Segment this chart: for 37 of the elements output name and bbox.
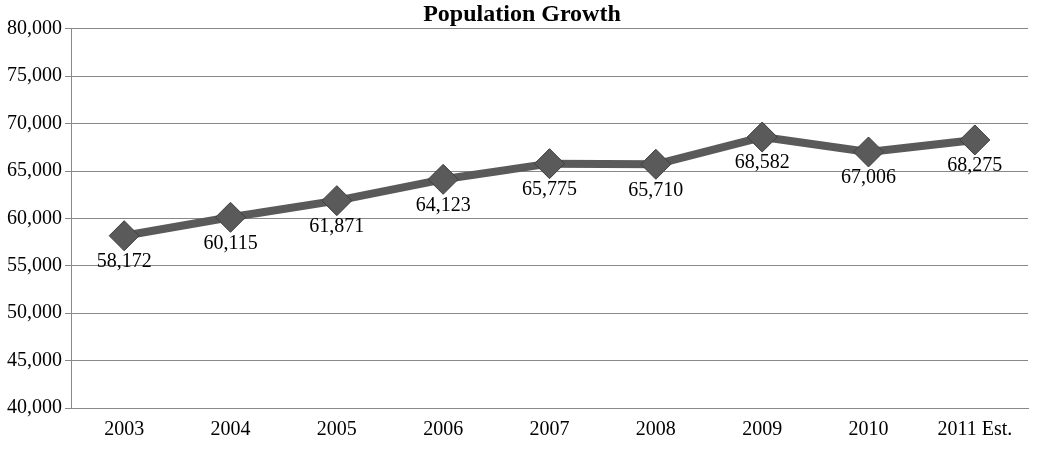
y-tick-label: 40,000 <box>7 395 62 418</box>
y-tick-label: 75,000 <box>7 63 62 86</box>
point <box>108 220 140 252</box>
y-tick-label: 55,000 <box>7 253 62 276</box>
data-label: 65,710 <box>628 177 684 200</box>
y-tick-label: 45,000 <box>7 347 62 370</box>
point <box>427 163 459 195</box>
data-label: 68,582 <box>734 150 790 173</box>
x-tick-label: 2007 <box>529 417 570 440</box>
x-tick-label: 2011 Est. <box>937 417 1013 440</box>
point <box>640 148 672 180</box>
point <box>215 201 246 233</box>
x-tick-label: 2004 <box>210 417 251 440</box>
y-tick-label: 70,000 <box>7 110 62 133</box>
y-tick-label: 60,000 <box>7 205 62 228</box>
x-tick-label: 2010 <box>848 417 889 440</box>
data-label: 58,172 <box>96 248 152 271</box>
data-label: 65,775 <box>522 176 577 199</box>
chart-title: Population Growth <box>423 0 621 26</box>
x-tick-label: 2003 <box>104 417 145 440</box>
x-tick-label: 2005 <box>316 417 357 440</box>
data-label: 68,275 <box>947 153 1003 176</box>
point <box>321 185 353 217</box>
x-tick-label: 2006 <box>423 417 464 440</box>
y-tick-label: 65,000 <box>7 158 62 181</box>
point <box>746 121 778 153</box>
data-label: 60,115 <box>203 230 258 253</box>
point <box>853 136 884 168</box>
data-label: 61,871 <box>309 213 365 236</box>
point <box>959 124 991 156</box>
y-tick-label: 80,000 <box>7 16 62 39</box>
x-tick-label: 2009 <box>742 417 783 440</box>
data-label: 64,123 <box>415 192 471 215</box>
point <box>534 148 565 180</box>
data-label: 67,006 <box>841 165 896 188</box>
x-tick-label: 2008 <box>635 417 676 440</box>
y-tick-label: 50,000 <box>7 300 62 323</box>
